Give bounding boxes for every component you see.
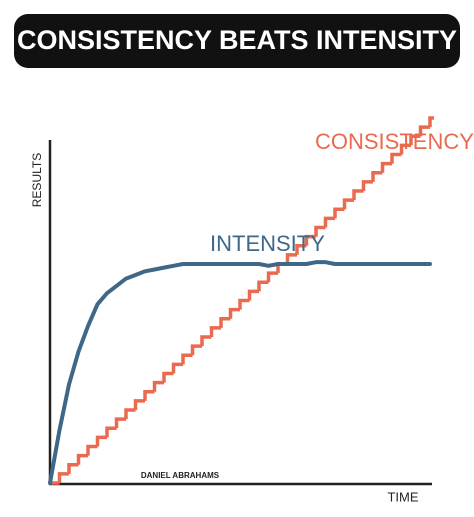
step (247, 289, 259, 301)
x-axis-label: TIME (387, 489, 418, 504)
step (352, 189, 364, 201)
step (418, 125, 430, 137)
step (181, 353, 193, 365)
step (323, 216, 335, 228)
step (304, 234, 316, 246)
step (399, 143, 411, 155)
step (152, 380, 164, 392)
step (124, 408, 136, 420)
step (95, 435, 107, 447)
step (361, 180, 373, 191)
step (266, 271, 278, 283)
credit: DANIEL ABRAHAMS (141, 471, 220, 480)
step (76, 453, 88, 465)
step (257, 280, 269, 292)
title-banner (14, 14, 460, 68)
y-axis-label: RESULTS (30, 153, 44, 207)
step (114, 417, 126, 429)
step (314, 225, 326, 237)
step (143, 390, 155, 401)
line (48, 260, 432, 485)
step (285, 253, 297, 264)
step (171, 362, 183, 374)
step (342, 198, 354, 210)
step (57, 472, 69, 483)
step (86, 444, 98, 456)
step (238, 298, 250, 310)
step (105, 426, 117, 438)
chart-title: CONSISTENCY BEATS INTENSITY (17, 25, 457, 55)
step (428, 116, 434, 128)
step (190, 344, 202, 356)
plot-area: CONSISTENCY INTENSITY (48, 116, 474, 485)
step (67, 463, 79, 474)
step (228, 307, 240, 319)
series-label: CONSISTENCY (315, 129, 474, 154)
step (219, 317, 231, 328)
step (371, 171, 383, 182)
step (200, 335, 212, 347)
step (390, 152, 402, 164)
step (209, 326, 221, 337)
series-label: INTENSITY (210, 231, 325, 256)
step (333, 207, 345, 219)
step (295, 244, 307, 255)
step (133, 399, 145, 410)
step (380, 161, 392, 173)
step (162, 371, 174, 383)
step (409, 134, 421, 146)
